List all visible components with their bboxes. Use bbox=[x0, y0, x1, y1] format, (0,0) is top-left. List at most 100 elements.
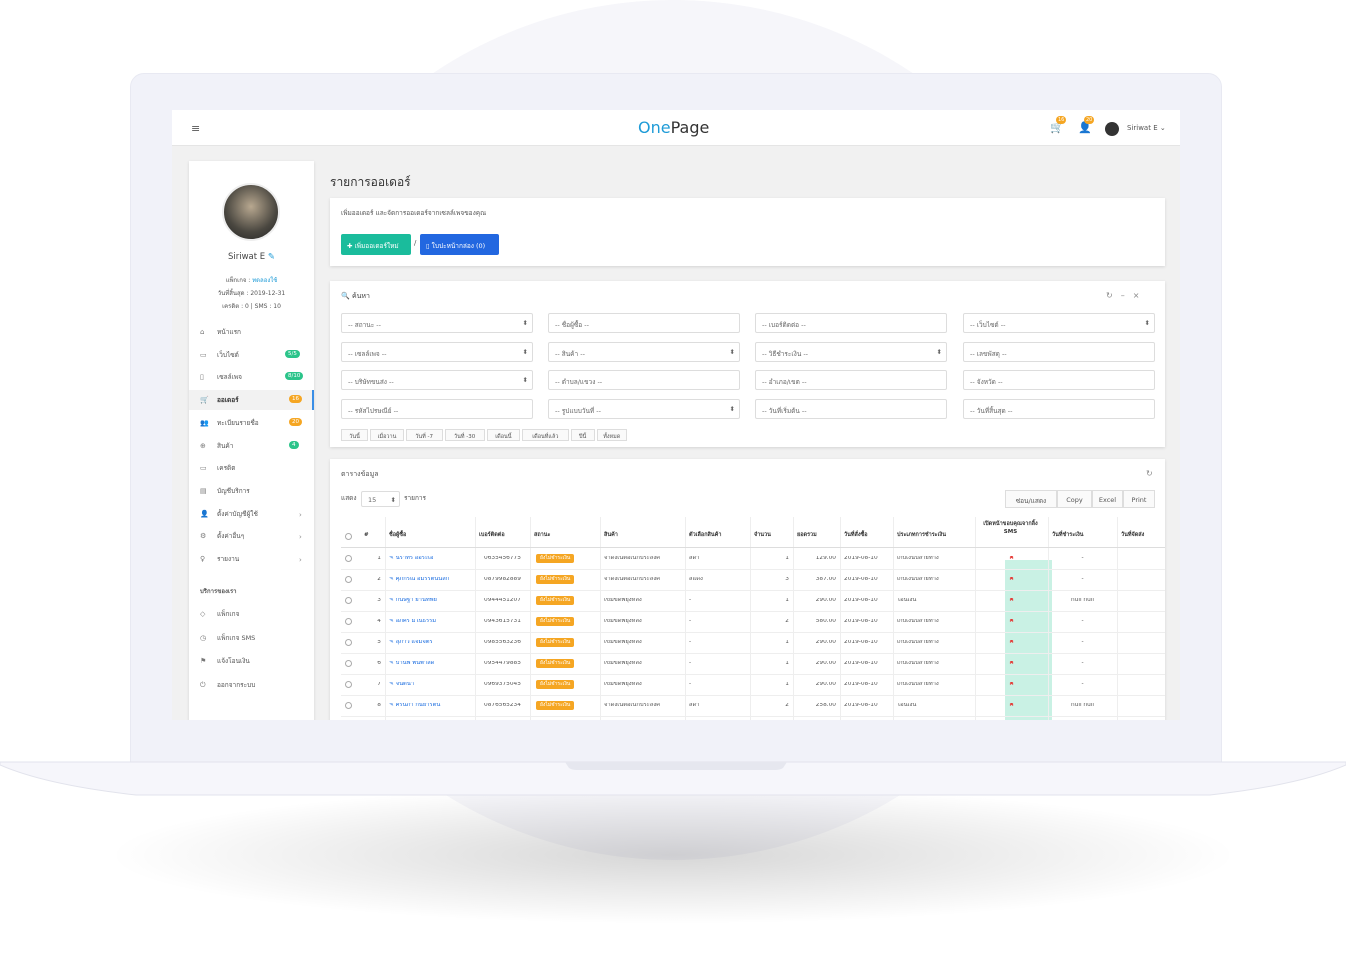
search-field[interactable]: -- ชื่อผู้ซื้อ -- bbox=[548, 313, 740, 333]
row-checkbox[interactable] bbox=[345, 660, 352, 667]
menu-item[interactable]: แจ้งโอนเงิน bbox=[217, 657, 250, 666]
table-button[interactable]: Print bbox=[1123, 490, 1155, 508]
table-button[interactable]: Copy bbox=[1057, 490, 1092, 508]
search-field[interactable]: -- วันที่เริ่มต้น -- bbox=[755, 398, 947, 419]
search-field[interactable]: -- อำเภอ/เขต -- bbox=[755, 370, 947, 390]
row-checkbox[interactable] bbox=[345, 639, 352, 646]
quick-date[interactable]: เมื่อวาน bbox=[370, 429, 404, 441]
menu-item[interactable]: ตั้งค่าอื่นๆ bbox=[217, 532, 245, 541]
menu-item[interactable]: แพ็กเกจ SMS bbox=[217, 633, 256, 642]
menu-item[interactable]: ตั้งค่าบัญชีผู้ใช้ bbox=[217, 509, 258, 518]
cell: 2019-08-10 bbox=[844, 619, 878, 624]
search-field[interactable]: -- สินค้า -- ⬍ bbox=[548, 341, 740, 362]
logo[interactable]: OnePage bbox=[638, 118, 709, 137]
user-name-text: Siriwat E bbox=[1127, 124, 1158, 132]
box-button[interactable]: ▯ ใบปะหน้ากล่อง (0) bbox=[420, 234, 499, 255]
search-field[interactable]: -- วิธีชำระเงิน -- ⬍ bbox=[755, 341, 947, 362]
column-header[interactable]: เบอร์ติดต่อ bbox=[479, 532, 505, 538]
column-header[interactable]: วันที่สั่งซื้อ bbox=[844, 532, 868, 538]
buyer-name[interactable]: ✎ ศุภกรณ์ อมรรัตน์นิสัก bbox=[389, 577, 450, 582]
table-button[interactable]: ซ่อน/แสดง bbox=[1005, 490, 1057, 508]
buyer-name[interactable]: ✎ กนิษฐา ยานทิพย์ bbox=[389, 598, 437, 603]
column-header[interactable]: # bbox=[364, 532, 369, 538]
quick-date[interactable]: ทั้งหมด bbox=[596, 429, 627, 441]
buyer-name[interactable]: ✎ ศิรินภา กันยารัตน์ bbox=[389, 703, 441, 708]
page-title: รายการออเดอร์ bbox=[330, 175, 411, 189]
menu-item[interactable]: เซลล์เพจ bbox=[217, 373, 242, 382]
search-field[interactable]: -- บริษัทขนส่ง -- ⬍ bbox=[341, 370, 533, 390]
column-header[interactable]: สถานะ bbox=[534, 532, 551, 538]
package[interactable]: ทดลองใช้ bbox=[252, 277, 278, 284]
menu-item[interactable]: เครดิต bbox=[217, 464, 236, 473]
menu-item[interactable]: รายงาน bbox=[217, 555, 240, 563]
menu-badge: 5/5 bbox=[285, 349, 300, 358]
quick-date[interactable]: วันที่ -30 bbox=[444, 429, 485, 441]
menu-item[interactable]: ทะเบียนรายชื่อ bbox=[217, 418, 259, 427]
quick-date[interactable]: ปีนี้ bbox=[570, 429, 595, 441]
row-checkbox[interactable] bbox=[345, 618, 352, 625]
search-field[interactable]: -- เลขพัสดุ -- bbox=[963, 341, 1155, 362]
search-field[interactable]: -- เซลล์เพจ -- ⬍ bbox=[341, 341, 533, 362]
quick-date[interactable]: วันนี้ bbox=[341, 429, 369, 441]
package-line: แพ็กเกจ : ทดลองใช้ bbox=[225, 277, 278, 284]
menu-item[interactable]: ออกจากระบบ bbox=[217, 681, 256, 690]
search-field[interactable]: -- รูปแบบวันที่ -- ⬍ bbox=[548, 398, 740, 419]
column-header[interactable]: ยอดรวม bbox=[797, 532, 817, 538]
cell: สีดำ bbox=[689, 556, 700, 561]
quick-date[interactable]: เดือนนี้ bbox=[486, 429, 521, 441]
menu-item[interactable]: หน้าแรก bbox=[217, 328, 241, 336]
search-field[interactable]: -- จังหวัด -- bbox=[963, 370, 1155, 390]
cart-icon[interactable]: 🛒 bbox=[1050, 121, 1064, 134]
menu-icon: ◇ bbox=[200, 610, 206, 618]
column-header[interactable]: จำนวน bbox=[754, 532, 771, 538]
column-header[interactable]: ประเภทการชำระเงิน bbox=[897, 532, 946, 538]
menu-item[interactable]: เว็บไซต์ bbox=[217, 350, 239, 359]
col-border bbox=[750, 517, 751, 720]
field-text: -- รหัสไปรษณีย์ -- bbox=[348, 406, 399, 415]
notify-icon[interactable]: 👤 bbox=[1078, 121, 1092, 134]
row-line bbox=[341, 695, 1165, 696]
col-border bbox=[975, 517, 976, 720]
quick-date[interactable]: วันที่ -7 bbox=[405, 429, 443, 441]
search-field[interactable]: -- วันที่สิ้นสุด -- bbox=[963, 398, 1155, 419]
row-checkbox[interactable] bbox=[345, 681, 352, 688]
row-checkbox[interactable] bbox=[345, 555, 352, 562]
sms-flag: ✖ bbox=[1009, 556, 1014, 561]
page-size[interactable]: 15 ⬍ bbox=[361, 491, 400, 507]
search-field[interactable]: -- เบอร์ติดต่อ -- bbox=[755, 313, 947, 333]
add-button[interactable]: ✚ เพิ่มออเดอร์ใหม่ bbox=[341, 234, 411, 255]
buyer-name[interactable]: ✎ นราทร ออระเอ bbox=[389, 556, 434, 561]
search-field[interactable]: -- เว็บไซต์ -- ⬍ bbox=[963, 313, 1155, 333]
menu-item[interactable]: ออเดอร์ bbox=[217, 396, 239, 405]
table-button[interactable]: Excel bbox=[1092, 490, 1123, 508]
quick-date[interactable]: เดือนที่แล้ว bbox=[522, 429, 569, 441]
column-header[interactable]: สินค้า bbox=[604, 532, 618, 538]
search-field[interactable]: -- สถานะ -- ⬍ bbox=[341, 313, 533, 333]
menu-item[interactable]: แพ็กเกจ bbox=[217, 610, 240, 618]
user-avatar[interactable] bbox=[1105, 122, 1119, 136]
column-header[interactable]: ตัวเลือกสินค้า bbox=[689, 532, 722, 538]
row-checkbox[interactable] bbox=[345, 576, 352, 583]
profile-photo bbox=[222, 183, 280, 241]
menu-toggle[interactable]: ≡ bbox=[191, 122, 201, 135]
cell: 4 bbox=[377, 619, 381, 624]
table-title: ตารางข้อมูล bbox=[341, 470, 379, 478]
menu-item[interactable]: สินค้า bbox=[217, 441, 234, 450]
search-field[interactable]: -- รหัสไปรษณีย์ -- bbox=[341, 398, 533, 419]
refresh[interactable]: ↻ bbox=[1146, 469, 1153, 478]
buyer-name[interactable]: ✎ อภิศร มโนธรรม bbox=[389, 619, 437, 624]
search-field[interactable]: -- ตำบล/แขวง -- bbox=[548, 370, 740, 390]
menu-item[interactable]: บัญชีบริการ bbox=[217, 486, 250, 495]
column-header[interactable]: เปิดหน้าขอบคุณจากลิ้ง SMS bbox=[983, 521, 1038, 535]
buyer-name[interactable]: ✎ จินตนา bbox=[389, 682, 415, 687]
cell: 2 bbox=[377, 577, 381, 582]
card-tools[interactable]: ↻–× bbox=[1106, 291, 1148, 300]
user-name[interactable]: Siriwat E ⌄ bbox=[1127, 124, 1166, 132]
column-header[interactable]: วันที่ชำระเงิน bbox=[1052, 532, 1084, 538]
row-checkbox[interactable] bbox=[345, 597, 352, 604]
row-checkbox[interactable] bbox=[345, 702, 352, 709]
column-header[interactable]: ชื่อผู้ซื้อ bbox=[389, 532, 407, 538]
column-header[interactable]: วันที่จัดส่ง bbox=[1121, 532, 1145, 538]
buyer-name[interactable]: ✎ บานพ พนพาลดี bbox=[389, 661, 435, 666]
buyer-name[interactable]: ✎ สุภาวี แจ่มจิตร bbox=[389, 640, 433, 645]
